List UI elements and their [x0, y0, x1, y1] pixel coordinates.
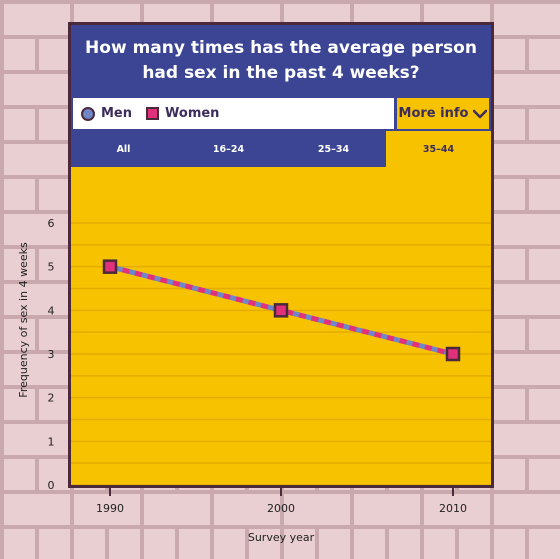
tab-25-34[interactable]: 25–34: [281, 131, 386, 167]
tab-label: 16–24: [212, 143, 245, 155]
more-info-button[interactable]: More info: [397, 98, 489, 129]
tab-label: 35–44: [422, 143, 455, 155]
legend: Men Women: [73, 98, 394, 129]
more-info-label: More info: [398, 106, 469, 121]
men-circle-icon: [81, 106, 95, 121]
chart-panel: How many times has the average person ha…: [68, 22, 494, 488]
tab-35-44[interactable]: 35–44: [386, 131, 491, 167]
chart-title: How many times has the average person ha…: [71, 25, 491, 96]
tab-all[interactable]: All: [71, 131, 176, 167]
legend-item-men[interactable]: Men: [81, 106, 132, 121]
tab-16-24[interactable]: 16–24: [176, 131, 281, 167]
women-square-icon: [146, 107, 160, 120]
legend-row: Men Women More info: [71, 96, 491, 131]
age-group-tabs: All 16–24 25–34 35–44: [71, 131, 491, 167]
legend-item-women[interactable]: Women: [146, 106, 219, 121]
legend-label-women: Women: [165, 106, 220, 121]
legend-label-men: Men: [101, 106, 133, 121]
tab-label: 25–34: [317, 143, 350, 155]
chevron-down-icon: [473, 109, 488, 118]
tab-label: All: [116, 143, 131, 155]
